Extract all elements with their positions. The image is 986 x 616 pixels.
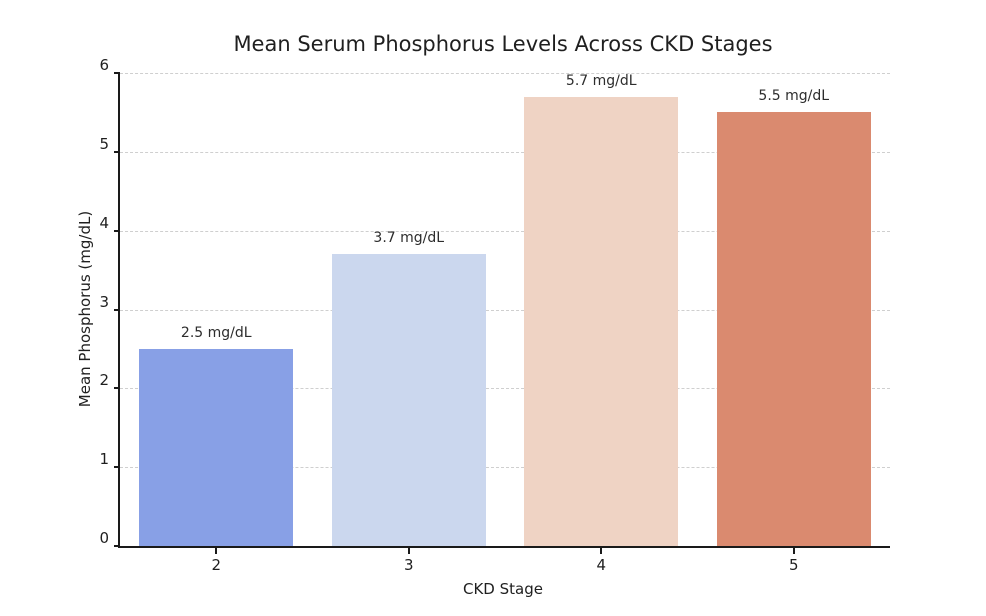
x-tick-label-3: 3 bbox=[403, 556, 414, 574]
x-axis-label: CKD Stage bbox=[463, 580, 543, 598]
y-axis-label: Mean Phosphorus (mg/dL) bbox=[76, 210, 94, 408]
x-tick-mark-2 bbox=[215, 548, 218, 554]
gridline-y-2 bbox=[120, 388, 890, 390]
y-tick-label-4: 4 bbox=[99, 213, 109, 232]
bar-value-label-stage-3: 3.7 mg/dL bbox=[373, 230, 445, 247]
x-tick-label-4: 4 bbox=[596, 556, 607, 574]
x-tick-mark-4 bbox=[600, 548, 603, 554]
y-tick-mark-6 bbox=[114, 72, 120, 74]
y-tick-label-0: 0 bbox=[99, 529, 109, 547]
gridline-y-1 bbox=[120, 467, 890, 469]
y-tick-mark-0 bbox=[114, 545, 120, 547]
bar-value-label-stage-4: 5.7 mg/dL bbox=[565, 72, 637, 89]
y-tick-mark-2 bbox=[114, 387, 120, 390]
x-tick-label-5: 5 bbox=[788, 556, 799, 574]
gridline-y-5 bbox=[120, 151, 890, 153]
bar-stage-2 bbox=[139, 348, 294, 546]
x-tick-mark-3 bbox=[407, 548, 410, 554]
bar-stage-4 bbox=[524, 96, 679, 546]
plot-area: 0 1 2 3 4 5 6 2.5 mg/dL 2 3.7 mg/dL 3 5.7 mg/dL 4 5.5… bbox=[99, 56, 890, 574]
gridline-y-6 bbox=[120, 73, 890, 74]
bar-stage-3 bbox=[331, 254, 486, 546]
y-tick-label-2: 2 bbox=[99, 371, 109, 390]
bar-value-label-stage-5: 5.5 mg/dL bbox=[758, 88, 830, 105]
y-tick-label-5: 5 bbox=[99, 134, 109, 153]
gridline-y-3 bbox=[120, 309, 890, 311]
y-tick-mark-4 bbox=[114, 229, 120, 232]
bar-value-label-stage-2: 2.5 mg/dL bbox=[180, 324, 252, 341]
y-tick-label-1: 1 bbox=[99, 450, 109, 469]
y-tick-mark-1 bbox=[114, 466, 120, 469]
chart-title: Mean Serum Phosphorus Levels Across CKD … bbox=[233, 32, 773, 56]
x-tick-label-2: 2 bbox=[211, 556, 222, 574]
y-tick-label-3: 3 bbox=[99, 292, 109, 311]
bar-stage-5 bbox=[716, 112, 871, 546]
gridline-y-4 bbox=[120, 230, 890, 232]
y-tick-mark-5 bbox=[114, 150, 120, 153]
y-tick-mark-3 bbox=[114, 308, 120, 311]
y-tick-label-6: 6 bbox=[99, 56, 109, 74]
x-tick-mark-5 bbox=[792, 548, 795, 554]
